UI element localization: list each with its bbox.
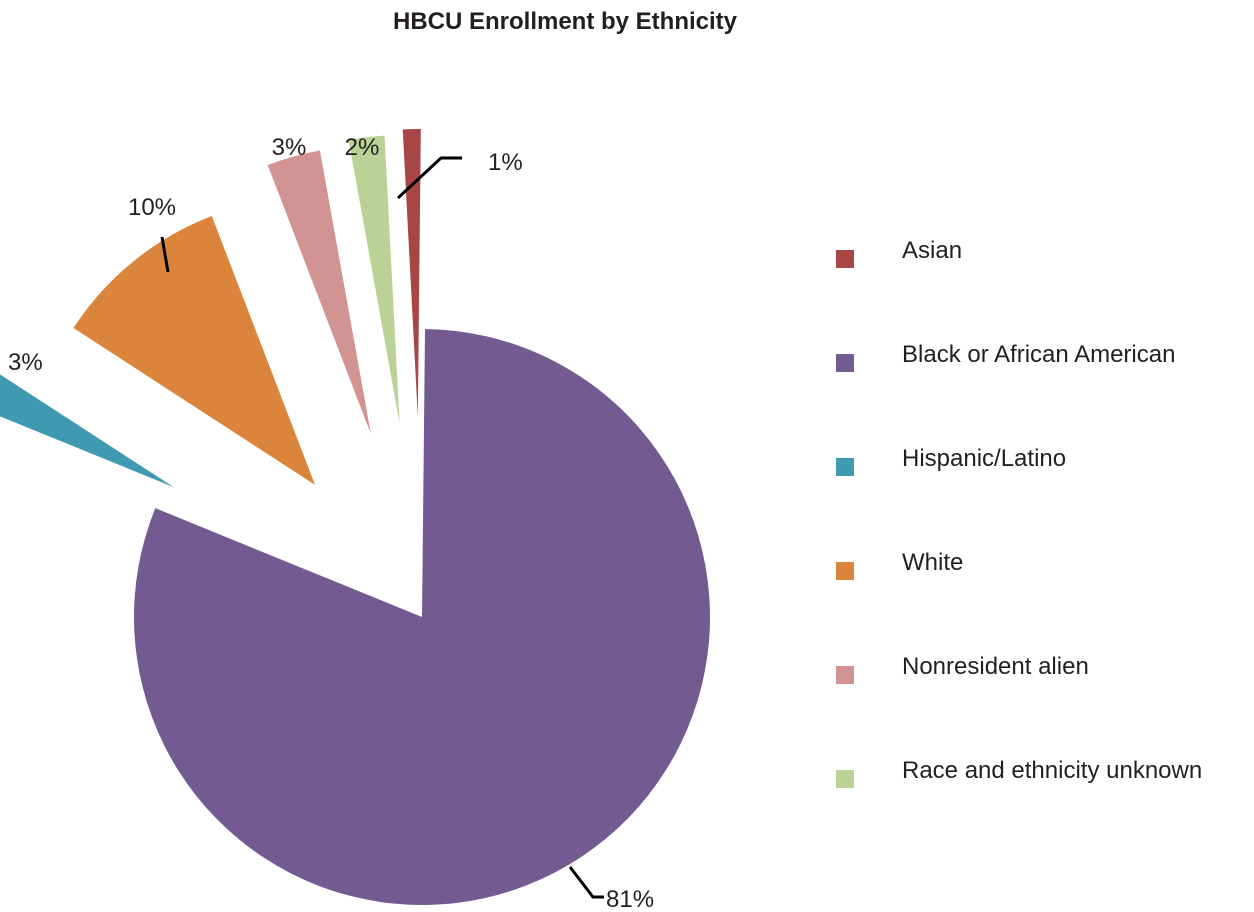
legend-swatch bbox=[836, 458, 854, 476]
legend-swatch bbox=[836, 770, 854, 788]
data-label: 3% bbox=[8, 349, 43, 376]
legend-swatch bbox=[836, 354, 854, 372]
data-label: 1% bbox=[488, 149, 523, 176]
leader-lines bbox=[160, 156, 604, 899]
legend-item-nonresident-alien: Nonresident alien bbox=[836, 648, 1202, 752]
data-label: 3% bbox=[272, 134, 307, 161]
legend-label: Asian bbox=[902, 237, 963, 264]
data-label: 2% bbox=[345, 134, 380, 161]
percent-labels: 1% 81% 3% 10% 3% 2% bbox=[8, 134, 654, 912]
chart-title: HBCU Enrollment by Ethnicity bbox=[392, 8, 738, 35]
legend-swatch bbox=[836, 666, 854, 684]
leader-line bbox=[160, 236, 170, 273]
leader-line bbox=[396, 156, 462, 200]
legend-label: White bbox=[902, 549, 964, 576]
legend-swatch bbox=[836, 562, 854, 580]
legend-label: Nonresident alien bbox=[902, 653, 1089, 680]
pie-slice-nonresident-alien bbox=[267, 150, 371, 434]
pie-slice-black-or-african-american bbox=[133, 329, 710, 906]
legend-label: Race and ethnicity unknown bbox=[902, 757, 1203, 784]
legend-item-black-or-african-american: Black or African American bbox=[836, 336, 1202, 440]
pie-slices bbox=[0, 129, 710, 906]
data-label: 10% bbox=[128, 194, 176, 221]
legend-item-race-and-ethnicity-unknown: Race and ethnicity unknown bbox=[836, 752, 1202, 856]
legend-item-asian: Asian bbox=[836, 232, 1202, 336]
legend-swatch bbox=[836, 250, 854, 268]
pie-slice-race-and-ethnicity-unknown bbox=[348, 135, 400, 424]
legend: Asian Black or African American Hispanic… bbox=[836, 232, 1202, 856]
legend-label: Black or African American bbox=[902, 341, 1176, 368]
legend-item-white: White bbox=[836, 544, 1202, 648]
legend-item-hispanic-latino: Hispanic/Latino bbox=[836, 440, 1202, 544]
pie-slice-asian bbox=[402, 129, 421, 418]
legend-label: Hispanic/Latino bbox=[902, 445, 1067, 472]
data-label: 81% bbox=[606, 886, 654, 912]
leader-line bbox=[568, 866, 604, 899]
pie-slice-white bbox=[73, 216, 316, 485]
